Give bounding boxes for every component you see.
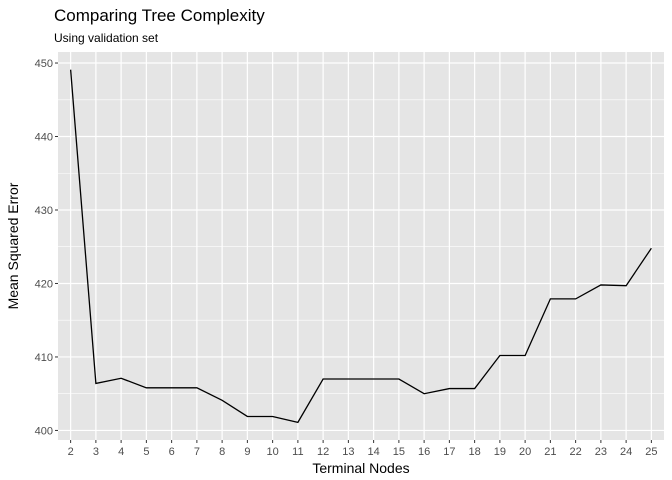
x-tick-label: 25 xyxy=(645,446,657,458)
y-tick-label: 430 xyxy=(35,205,53,217)
y-tick-label: 440 xyxy=(35,132,53,144)
x-tick-label: 11 xyxy=(292,446,303,458)
x-tick-label: 8 xyxy=(219,446,225,458)
x-tick-label: 22 xyxy=(570,446,582,458)
series-line xyxy=(69,69,652,424)
x-tick-label: 16 xyxy=(418,446,430,458)
plot-panel xyxy=(58,52,664,440)
minor-gridlines xyxy=(58,99,664,395)
x-tick-label: 5 xyxy=(143,446,149,458)
x-tick-label: 3 xyxy=(93,446,99,458)
x-tick-label: 19 xyxy=(494,446,506,458)
chart-subtitle: Using validation set xyxy=(54,31,159,45)
chart-title: Comparing Tree Complexity xyxy=(54,6,265,25)
x-axis-title: Terminal Nodes xyxy=(312,460,409,476)
x-tick-label: 14 xyxy=(368,446,380,458)
x-axis: 2 3 4 5 6 7 8 9 10 11 12 13 14 15 16 17 18 19 20 21 22 23 24 25 xyxy=(68,440,658,458)
x-tick-label: 24 xyxy=(620,446,632,458)
x-tick-label: 20 xyxy=(519,446,531,458)
x-tick-label: 10 xyxy=(267,446,279,458)
x-tick-label: 21 xyxy=(544,446,556,458)
x-tick-label: 15 xyxy=(393,446,405,458)
x-tick-label: 18 xyxy=(469,446,481,458)
y-tick-label: 400 xyxy=(35,425,53,437)
x-tick-label: 6 xyxy=(169,446,175,458)
major-gridlines xyxy=(58,52,664,440)
y-axis-title: Mean Squared Error xyxy=(5,182,21,309)
x-tick-label: 2 xyxy=(68,446,74,458)
x-tick-label: 17 xyxy=(443,446,455,458)
x-tick-label: 4 xyxy=(118,446,124,458)
x-tick-label: 13 xyxy=(342,446,354,458)
y-axis: 400 410 420 430 440 450 xyxy=(35,58,58,437)
y-tick-label: 420 xyxy=(35,278,53,290)
x-tick-label: 9 xyxy=(244,446,250,458)
y-tick-label: 450 xyxy=(35,58,53,70)
x-tick-label: 23 xyxy=(595,446,607,458)
y-tick-label: 410 xyxy=(35,352,53,364)
x-tick-label: 12 xyxy=(317,446,329,458)
x-tick-label: 7 xyxy=(194,446,200,458)
